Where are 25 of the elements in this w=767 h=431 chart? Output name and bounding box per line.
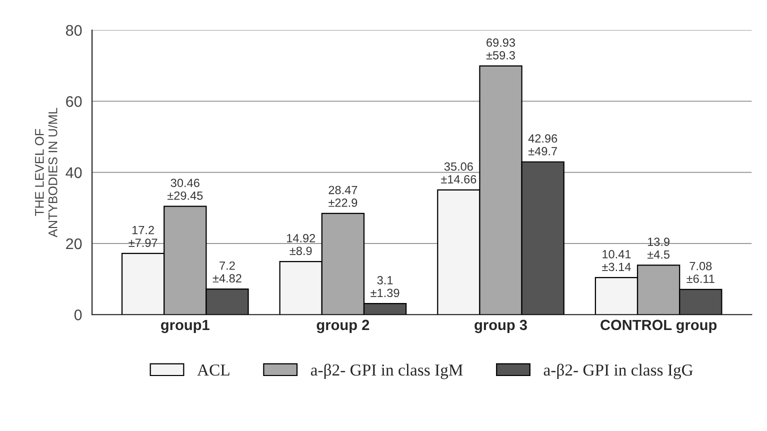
data-label: 28.47 ±22.9 — [328, 186, 358, 207]
y-tick-label: 20 — [66, 238, 82, 250]
data-label: 69.93 ±59.3 — [486, 38, 516, 60]
y-axis-title: THE LEVEL OF ANTYBODIES IN U/ML — [34, 108, 58, 238]
y-tick-label: 40 — [66, 167, 82, 178]
legend-label: ACL — [197, 364, 230, 376]
x-tick-label: group 2 — [316, 320, 370, 334]
data-label: 30.46 ±29.45 — [168, 178, 203, 200]
y-tick-label: 0 — [74, 310, 82, 320]
data-label: 7.2 ±4.82 — [212, 261, 242, 283]
data-label: 3.1 ±1.39 — [370, 276, 400, 298]
data-label: 35.06 ±14.66 — [441, 162, 476, 184]
data-label: 13.9 ±4.5 — [647, 238, 670, 259]
data-label: 10.41 ±3.14 — [602, 250, 631, 272]
data-label: 17.2 ±7.97 — [128, 226, 158, 247]
x-tick-label: group1 — [161, 320, 210, 334]
x-tick-label: group 3 — [474, 320, 527, 334]
y-tick-label: 80 — [66, 25, 82, 36]
legend-label: a-β2- GPI in class IgG — [544, 364, 693, 380]
data-label: 7.08 ±6.11 — [686, 262, 714, 283]
data-label: 14.92 ±8.9 — [286, 234, 316, 256]
x-tick-label: CONTROL group — [600, 320, 717, 334]
legend-label: a-β2- GPI in class IgM — [310, 364, 463, 380]
data-label: 42.96 ±49.7 — [528, 134, 558, 156]
y-tick-label: 60 — [66, 96, 82, 107]
